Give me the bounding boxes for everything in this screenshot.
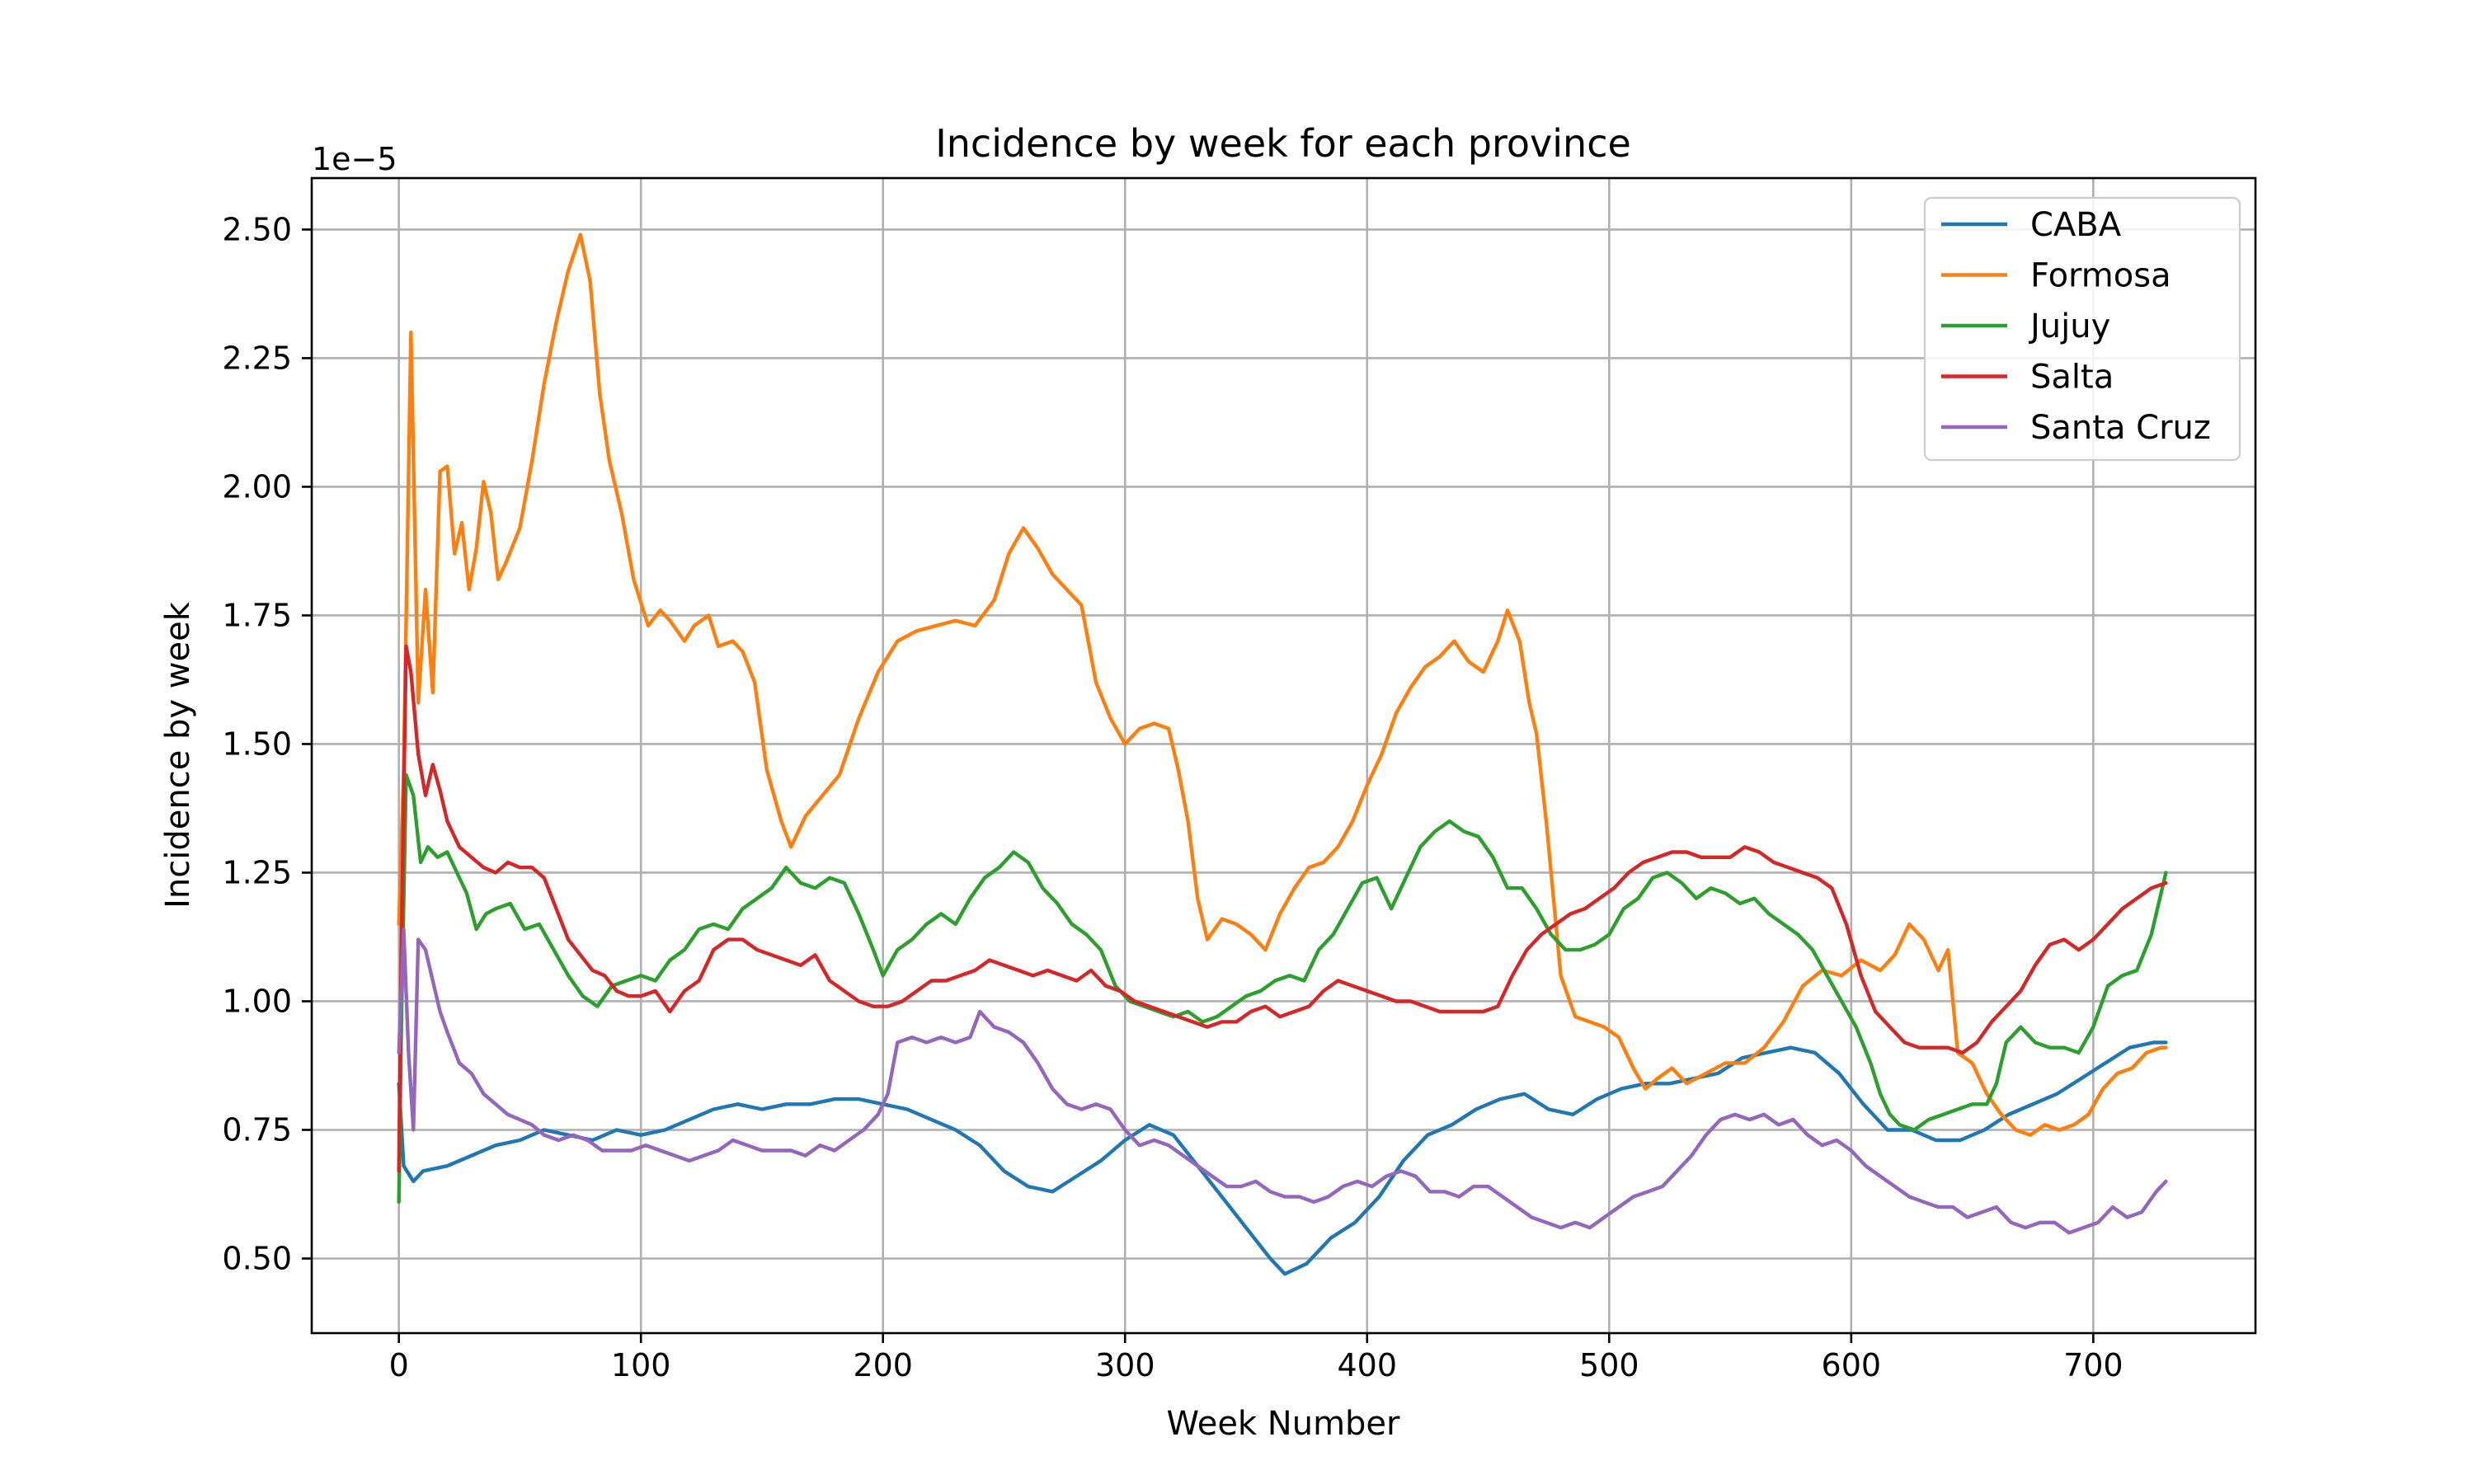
- legend-box: [1923, 196, 2241, 462]
- y-tick-label: 0.75: [222, 1111, 292, 1148]
- y-tick-label: 0.50: [222, 1241, 292, 1277]
- y-tick-label: 2.50: [222, 211, 292, 247]
- series-line-caba: [397, 1040, 2168, 1276]
- legend-label-santa-cruz: Santa Cruz: [2030, 409, 2211, 447]
- legend-label-caba: CABA: [2030, 206, 2122, 244]
- x-tick-label: 200: [853, 1347, 913, 1383]
- x-tick-label: 300: [1095, 1347, 1155, 1383]
- legend-label-salta: Salta: [2030, 359, 2114, 397]
- y-tick-label: 2.25: [222, 340, 292, 376]
- y-tick-label: 1.50: [222, 726, 292, 762]
- plot-frame: [310, 176, 2257, 1335]
- legend: CABA Formosa Jujuy Salta Santa Cruz: [1923, 196, 2241, 462]
- x-tick-label: 100: [611, 1347, 671, 1383]
- y-tick-label: 1.75: [222, 597, 292, 633]
- chart-title: Incidence by week for each province: [935, 121, 1631, 166]
- x-tick-label: 0: [389, 1347, 409, 1383]
- x-axis-label: Week Number: [1167, 1405, 1401, 1443]
- legend-label-formosa: Formosa: [2030, 257, 2171, 295]
- series-line-santa-cruz: [397, 927, 2168, 1235]
- series-line-salta: [397, 644, 2168, 1173]
- y-tick-label: 1.00: [222, 983, 292, 1019]
- series-line-jujuy: [397, 773, 2168, 1205]
- x-tick-label: 700: [2063, 1347, 2124, 1383]
- y-tick-label: 2.00: [222, 468, 292, 505]
- y-tick-label: 1.25: [222, 854, 292, 890]
- y-axis-label: Incidence by week: [159, 601, 197, 909]
- y-axis-offset-text: 1e−5: [312, 141, 397, 177]
- x-axis-ticks: 0 100 200 300 400 500 600 700: [389, 1333, 2124, 1383]
- legend-label-jujuy: Jujuy: [2028, 308, 2110, 345]
- series-lines: [397, 232, 2168, 1276]
- grid: [312, 178, 2255, 1333]
- x-tick-label: 500: [1579, 1347, 1639, 1383]
- x-tick-label: 400: [1338, 1347, 1398, 1383]
- series-line-formosa: [397, 232, 2168, 1137]
- y-axis-ticks: 0.50 0.75 1.00 1.25 1.50 1.75 2.00 2.25 2.50: [222, 211, 312, 1277]
- x-tick-label: 600: [1822, 1347, 1882, 1383]
